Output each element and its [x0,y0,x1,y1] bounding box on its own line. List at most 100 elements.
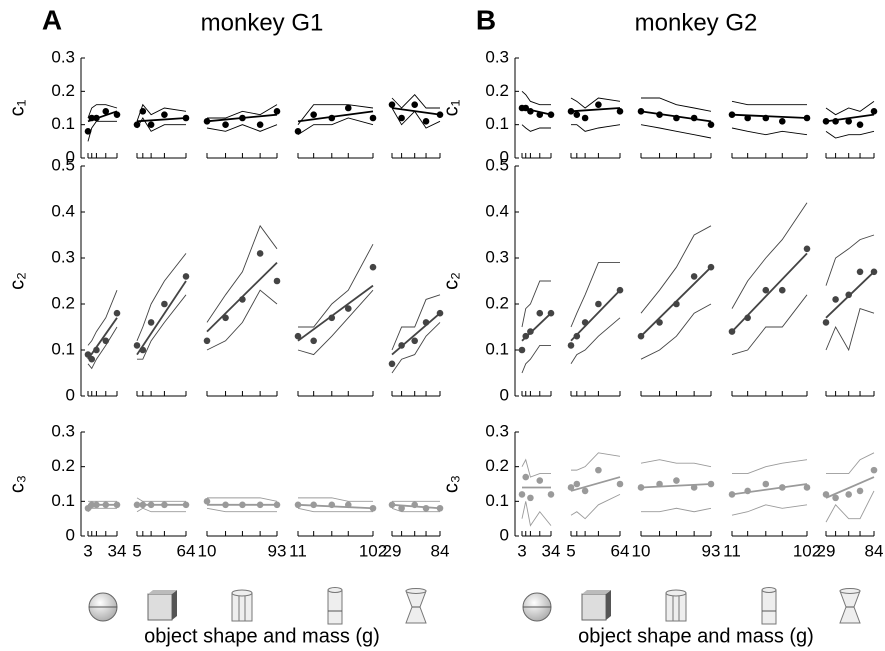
cylinder-icon [231,589,253,622]
panel-label: A [42,4,62,35]
confidence-bound [641,97,712,112]
confidence-bound [521,280,551,328]
panel-label: B [476,4,496,35]
data-point [139,108,147,115]
data-point [294,128,302,135]
y-tick-label: 0 [500,525,509,544]
confidence-bound [826,452,875,475]
x-tick-label: 10 [198,541,217,560]
confidence-bound [825,490,875,523]
data-point [518,491,526,498]
x-tick-label: 3 [83,541,92,560]
data-point [656,480,663,488]
data-point [161,300,168,308]
confidence-bound [136,507,186,513]
hourglass-icon [839,588,861,624]
data-point [567,484,575,491]
confidence-bound [298,243,374,328]
confidence-bound [391,94,440,109]
y-axis-label: c₃ [6,475,28,493]
data-point [84,351,92,358]
data-point [728,328,736,335]
data-point [239,501,246,509]
data-point [182,273,190,280]
data-point [113,501,121,509]
data-point [84,128,92,135]
data-point [637,108,645,115]
confidence-bound [136,497,186,502]
panel-title: monkey G1 [201,9,324,36]
data-point [239,114,246,122]
data-point [616,286,624,294]
data-point [294,332,302,340]
confidence-bound [297,289,374,356]
hourglass-icon [405,588,427,624]
fit-line [640,483,712,489]
data-point [656,111,663,118]
y-tick-label: 0.1 [51,339,75,358]
confidence-bound [731,202,808,309]
data-point [547,491,555,498]
data-point [147,121,155,128]
data-point [527,328,534,335]
data-point [239,296,246,303]
confidence-bound [521,124,551,132]
data-point [344,305,352,312]
fit-line [136,117,187,123]
data-point [673,300,680,308]
y-tick-label: 0.2 [485,81,509,100]
data-point [388,360,396,368]
data-point [595,300,602,308]
data-point [518,346,526,354]
data-point [673,114,680,122]
fit-line [731,483,808,496]
data-point [707,263,715,271]
data-point [536,477,544,484]
confidence-bound [570,262,620,328]
data-point [690,273,698,280]
y-tick-label: 0.1 [485,339,509,358]
x-tick-label: 102 [359,541,387,560]
confidence-bound [825,100,875,116]
y-tick-label: 0.2 [485,293,509,312]
fit-line [297,110,374,123]
confidence-bound [297,507,373,513]
fit-line [87,317,118,360]
y-tick-label: 0.2 [51,456,75,475]
data-point [778,484,786,491]
fit-line [570,289,621,342]
confidence-bound [731,504,808,516]
data-point [856,121,864,128]
data-point [728,491,736,498]
confidence-bound [87,290,118,346]
cylinder-icon [665,589,687,622]
data-point [88,114,96,122]
data-point [581,319,589,326]
confidence-bound [570,97,621,109]
y-tick-label: 0 [500,147,509,166]
data-point [344,104,352,112]
data-point [411,337,418,345]
confidence-bound [391,322,441,374]
confidence-bound [521,458,551,478]
y-tick-label: 0.2 [51,293,75,312]
data-point [411,501,418,509]
data-point [113,309,121,317]
data-point [673,477,680,484]
confidence-bound [640,303,712,360]
data-point [522,473,530,481]
cube-icon [581,590,611,621]
fit-line [297,503,374,510]
data-point [88,501,96,509]
data-point [328,314,336,322]
y-tick-label: 0.3 [51,247,75,266]
tall-cylinder-icon [761,587,777,625]
data-point [93,501,100,509]
data-point [637,332,645,340]
fit-line [731,252,808,333]
data-point [832,118,839,125]
confidence-bound [640,225,712,314]
confidence-bound [825,308,875,352]
fit-line [570,107,621,113]
data-point [656,319,663,326]
